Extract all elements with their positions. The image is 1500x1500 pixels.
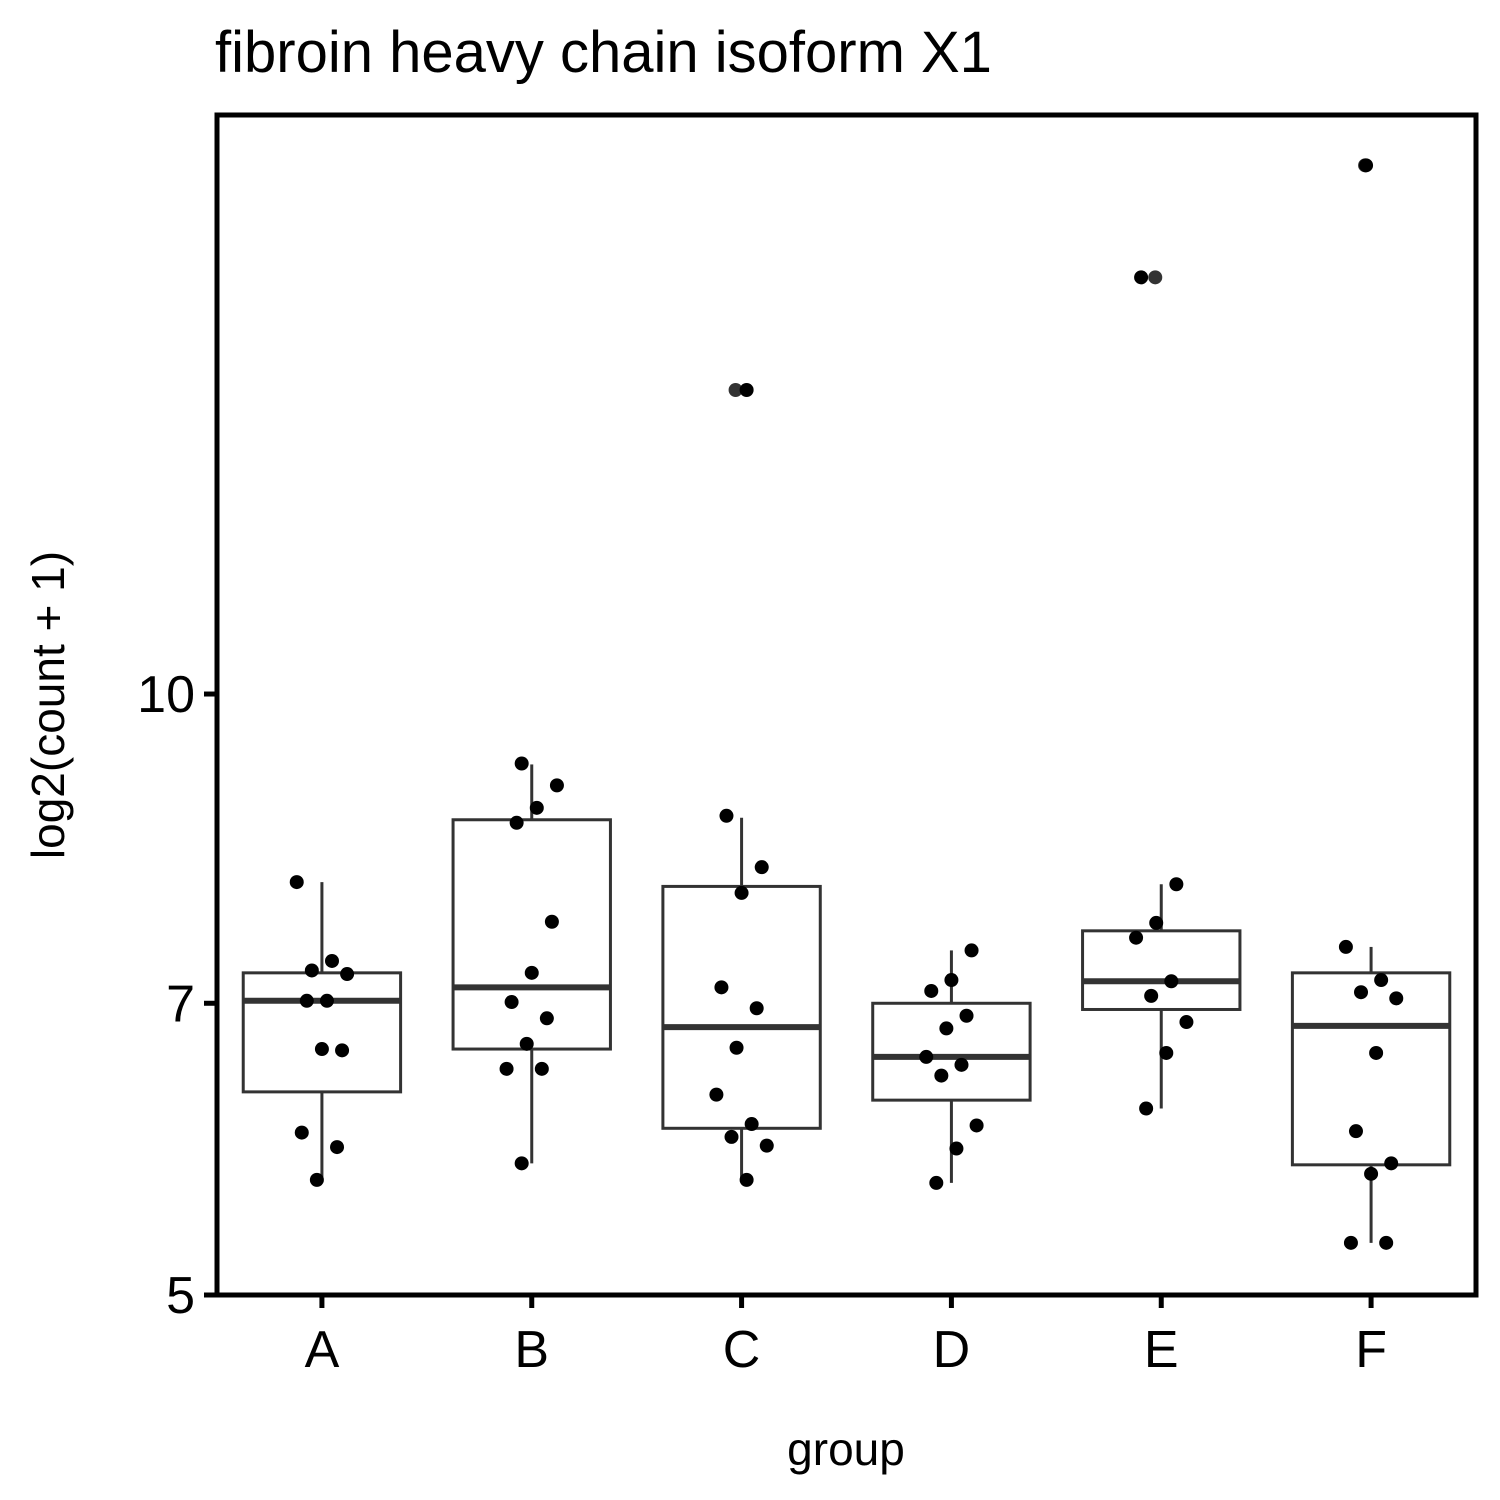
point bbox=[499, 1061, 514, 1076]
point bbox=[739, 1172, 754, 1187]
point bbox=[314, 1042, 329, 1057]
point bbox=[1164, 974, 1179, 989]
point bbox=[954, 1057, 969, 1072]
point bbox=[944, 973, 959, 988]
point bbox=[304, 963, 319, 978]
panel-border bbox=[214, 112, 1479, 1298]
point bbox=[289, 875, 304, 890]
point bbox=[529, 800, 544, 815]
outlier bbox=[728, 382, 743, 397]
box bbox=[1290, 971, 1452, 1167]
box bbox=[1081, 929, 1242, 1011]
point bbox=[509, 815, 524, 830]
point bbox=[719, 808, 734, 823]
point bbox=[534, 1061, 549, 1076]
point bbox=[299, 993, 314, 1008]
point bbox=[1159, 1045, 1174, 1060]
box bbox=[451, 818, 612, 1051]
point bbox=[514, 756, 529, 771]
y-axis-label: log2(count + 1) bbox=[22, 551, 74, 859]
point bbox=[1359, 158, 1374, 173]
point bbox=[714, 980, 729, 995]
point bbox=[1139, 1101, 1154, 1116]
point bbox=[1389, 991, 1404, 1006]
point bbox=[1379, 1235, 1394, 1250]
box bbox=[871, 1001, 1032, 1102]
y-tick-label: 5 bbox=[166, 1267, 195, 1325]
point bbox=[709, 1087, 724, 1102]
point bbox=[549, 778, 564, 793]
point bbox=[949, 1141, 964, 1156]
point bbox=[729, 1040, 744, 1055]
point bbox=[939, 1021, 954, 1036]
box bbox=[661, 884, 822, 1130]
point bbox=[919, 1049, 934, 1064]
point bbox=[924, 983, 939, 998]
point bbox=[1369, 1045, 1384, 1060]
outlier bbox=[1148, 270, 1163, 285]
x-tick-label: E bbox=[1144, 1321, 1179, 1379]
point bbox=[340, 967, 355, 982]
point bbox=[1374, 973, 1389, 988]
point bbox=[1144, 988, 1159, 1003]
point bbox=[929, 1175, 944, 1190]
point bbox=[744, 1117, 759, 1132]
x-tick-label: B bbox=[514, 1321, 549, 1379]
box bbox=[241, 971, 403, 1094]
point bbox=[539, 1011, 554, 1026]
point bbox=[544, 914, 559, 929]
point bbox=[1134, 270, 1149, 285]
y-tick-label: 7 bbox=[166, 975, 195, 1033]
point bbox=[524, 965, 539, 980]
point bbox=[294, 1125, 309, 1140]
point bbox=[1338, 939, 1353, 954]
x-axis-label: group bbox=[787, 1423, 905, 1475]
point bbox=[969, 1118, 984, 1133]
x-tick-label: A bbox=[305, 1321, 340, 1379]
x-tick-label: F bbox=[1355, 1321, 1387, 1379]
point bbox=[514, 1156, 529, 1171]
point bbox=[335, 1043, 350, 1058]
point bbox=[1343, 1235, 1358, 1250]
point bbox=[1179, 1015, 1194, 1030]
point bbox=[504, 995, 519, 1010]
point bbox=[724, 1129, 739, 1144]
x-tick-label: C bbox=[723, 1321, 761, 1379]
point bbox=[1384, 1156, 1399, 1171]
point bbox=[1169, 877, 1184, 892]
point bbox=[1354, 985, 1369, 1000]
point bbox=[319, 993, 334, 1008]
point bbox=[964, 943, 979, 958]
point bbox=[1129, 930, 1144, 945]
x-tick-label: D bbox=[933, 1321, 971, 1379]
point bbox=[330, 1140, 345, 1155]
y-tick-label: 10 bbox=[137, 666, 195, 724]
point bbox=[739, 382, 754, 397]
point bbox=[1149, 915, 1164, 930]
point bbox=[309, 1172, 324, 1187]
point bbox=[1348, 1124, 1363, 1139]
point bbox=[934, 1068, 949, 1083]
chart-title: fibroin heavy chain isoform X1 bbox=[215, 20, 992, 85]
point bbox=[749, 1001, 764, 1016]
point bbox=[959, 1008, 974, 1023]
point bbox=[519, 1036, 534, 1051]
point bbox=[754, 860, 769, 875]
point bbox=[1364, 1166, 1379, 1181]
point bbox=[734, 885, 749, 900]
point bbox=[324, 953, 339, 968]
point bbox=[759, 1138, 774, 1153]
